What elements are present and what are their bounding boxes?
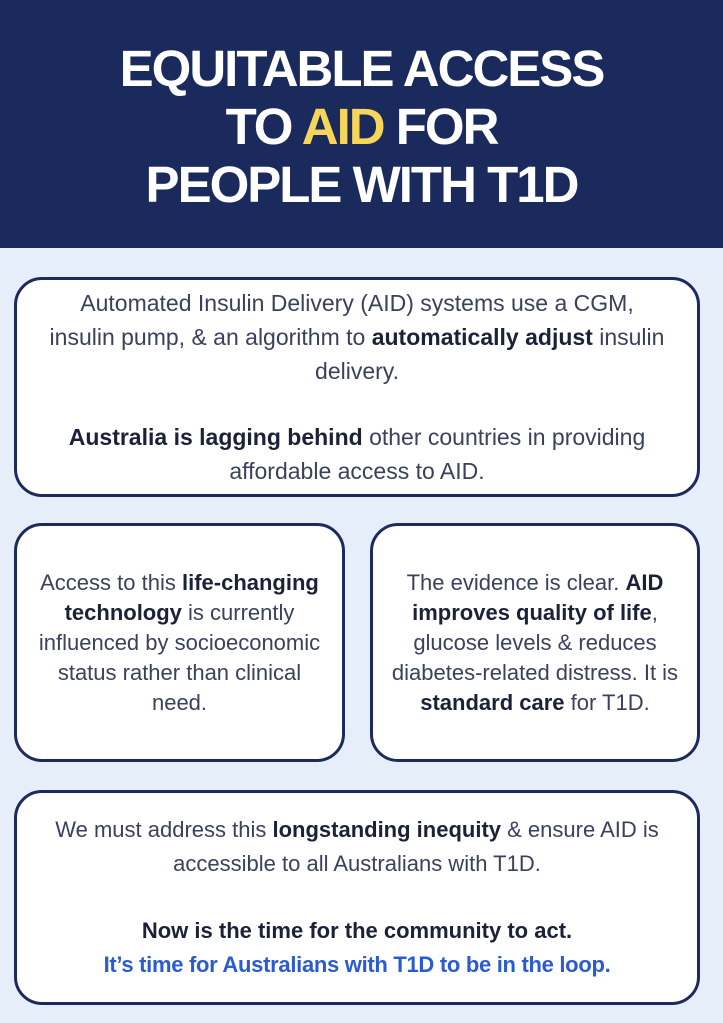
intro-p1-text-end: insulin delivery. (315, 324, 665, 384)
title-line-1: EQUITABLE ACCESS (119, 40, 606, 97)
action-p1-text-end: & ensure AID is accessible to all Austra… (173, 817, 659, 876)
title-line-2-pre: TO (225, 98, 302, 155)
intro-paragraph-1: Automated Insulin Delivery (AID) systems… (47, 286, 667, 388)
action-p2-bold: Now is the time for the community to act… (141, 918, 573, 943)
action-paragraph-3: It’s time for Australians with T1D to be… (39, 948, 675, 982)
intro-p1-bold: automatically adjust (371, 324, 593, 350)
evidence-bold-2: standard care (420, 689, 565, 715)
action-paragraph-1: We must address this longstanding inequi… (39, 813, 675, 881)
title-aid-highlight: AID (301, 98, 386, 155)
access-text-end: is currently influenced by socioeconomic… (38, 599, 321, 715)
title-line-2: TO AID FOR (120, 98, 604, 156)
intro-p2-bold: Australia is lagging behind (68, 424, 363, 450)
title-line-2-post: FOR (383, 98, 500, 155)
access-paragraph: Access to this life-changing technology … (31, 568, 328, 718)
access-bold: life-changing technology (64, 569, 319, 625)
action-paragraph-2: Now is the time for the community to act… (39, 914, 675, 948)
evidence-text-start: The evidence is clear. (406, 569, 626, 595)
action-p1-text: We must address this (55, 817, 273, 842)
header-banner: EQUITABLE ACCESS TO AID FOR PEOPLE WITH T1… (0, 0, 723, 248)
intro-p1-text: Automated Insulin Delivery (AID) systems… (49, 290, 634, 350)
intro-p2-text: other countries in providing affordable … (229, 424, 646, 484)
page-title: EQUITABLE ACCESS TO AID FOR PEOPLE WITH T1… (119, 40, 606, 214)
access-text-start: Access to this (40, 569, 182, 595)
evidence-paragraph: The evidence is clear. AID improves qual… (385, 568, 685, 718)
content-area: Automated Insulin Delivery (AID) systems… (0, 248, 723, 1005)
evidence-card: The evidence is clear. AID improves qual… (370, 523, 700, 762)
access-card: Access to this life-changing technology … (14, 523, 345, 762)
cta-blue-line: It’s time for Australians with T1D to be… (103, 952, 611, 977)
action-p1-bold: longstanding inequity (272, 817, 502, 842)
evidence-text-end: for T1D. (564, 689, 650, 715)
intro-card: Automated Insulin Delivery (AID) systems… (14, 277, 700, 497)
intro-paragraph-2: Australia is lagging behind other countr… (47, 420, 667, 488)
title-line-3: PEOPLE WITH T1D (145, 156, 580, 213)
middle-cards-row: Access to this life-changing technology … (14, 523, 700, 762)
evidence-bold-1: AID improves quality of life (412, 569, 664, 625)
evidence-text-mid: , glucose levels & reduces diabetes-rela… (391, 599, 679, 685)
call-to-action-card: We must address this longstanding inequi… (14, 790, 700, 1005)
